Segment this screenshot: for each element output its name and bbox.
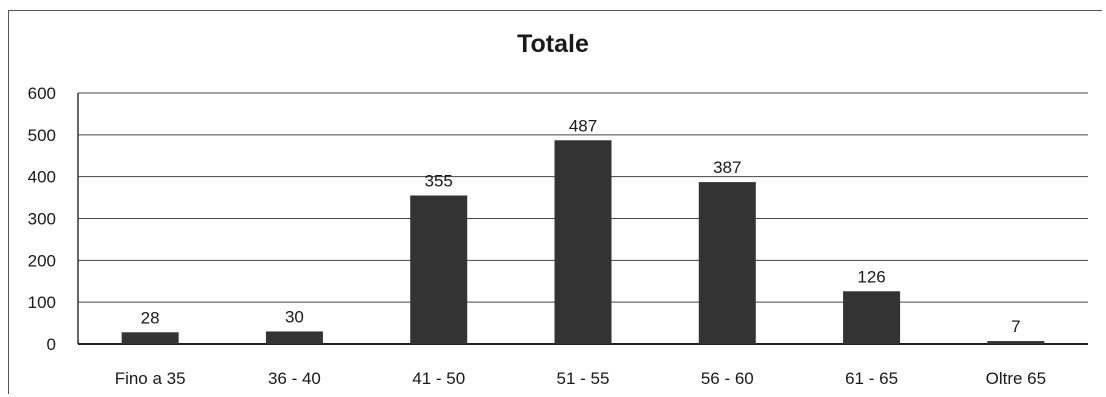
x-tick-label-1: 36 - 40 [268,369,321,388]
y-tick-label: 500 [28,126,56,145]
labels: 28 Fino a 35 30 36 - 40 355 41 - 50 487 51 - 55… [115,116,1046,388]
data-label-4: 387 [713,158,741,177]
chart-title: Totale [517,30,589,58]
bar-4 [698,182,756,344]
y-tick-label: 200 [28,251,56,270]
data-label-3: 487 [569,116,597,135]
x-tick-label-2: 41 - 50 [412,369,465,388]
y-tick-label: 300 [28,210,56,229]
bar-2 [410,195,468,344]
bar-5 [843,291,901,344]
x-tick-label-5: 61 - 65 [845,369,898,388]
data-label-5: 126 [857,267,885,286]
bar-1 [265,331,323,344]
y-tick-label: 0 [47,335,56,354]
data-label-1: 30 [285,307,304,326]
x-tick-label-6: Oltre 65 [986,369,1046,388]
x-tick-label-4: 56 - 60 [701,369,754,388]
data-label-2: 355 [425,171,453,190]
y-tick-label: 600 [28,84,56,103]
data-label-0: 28 [141,308,160,327]
x-tick-label-3: 51 - 55 [557,369,610,388]
data-label-6: 7 [1011,317,1020,336]
y-tick-label: 400 [28,168,56,187]
bar-0 [121,332,179,344]
bars [121,140,1045,344]
bar-6 [987,341,1045,344]
chart-frame [8,10,1102,394]
y-tick-label: 100 [28,293,56,312]
bar-3 [554,140,612,344]
x-tick-label-0: Fino a 35 [115,369,186,388]
